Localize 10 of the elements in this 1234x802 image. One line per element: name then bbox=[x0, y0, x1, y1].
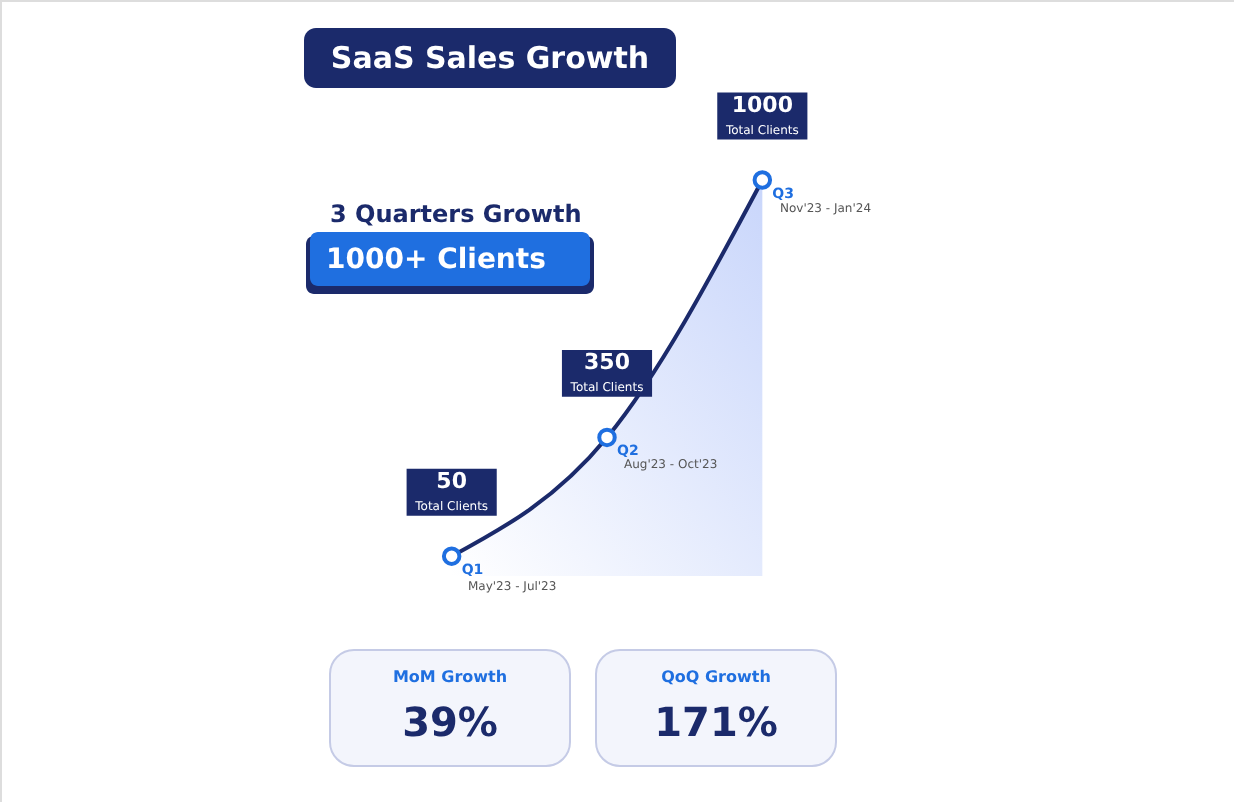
text: QoQ Growth bbox=[661, 668, 772, 686]
data-label: 50 bbox=[436, 468, 468, 495]
data-label: 350 bbox=[584, 349, 631, 376]
text: MoM Growth bbox=[392, 668, 508, 686]
data-label: 1000 bbox=[731, 92, 794, 118]
text: 39% bbox=[402, 698, 498, 746]
annotation: 1000+ Clients bbox=[326, 244, 546, 276]
text: 171% bbox=[654, 698, 778, 746]
chart-title: SaaS Sales Growth bbox=[330, 40, 650, 76]
annotation: 3 Quarters Growth bbox=[330, 200, 582, 228]
